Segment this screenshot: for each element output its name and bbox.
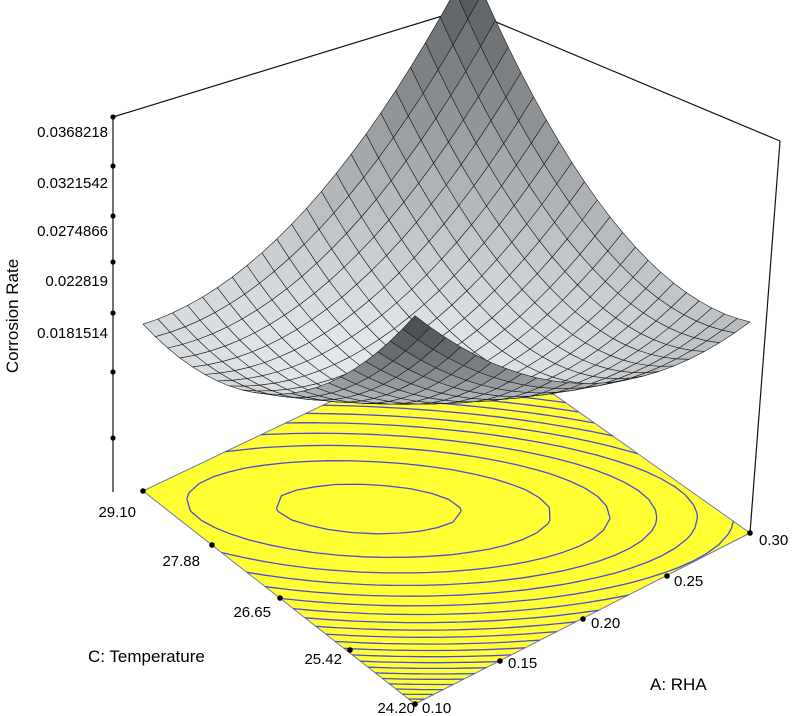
response-surface xyxy=(142,0,751,405)
rha-tick-dot xyxy=(664,573,670,579)
rha-tick-dot xyxy=(747,530,753,536)
surface-patch xyxy=(402,315,431,341)
contour-line xyxy=(402,336,475,696)
rha-axis-label: A: RHA xyxy=(650,675,707,694)
temperature-tick-label: 27.88 xyxy=(162,553,200,570)
rha-axis-ticks: 0.10 0.15 0.20 0.25 0.30 xyxy=(422,532,788,716)
z-tick-label: 0.0368218 xyxy=(37,124,108,141)
z-axis-ticks: 0.0181514 0.022819 0.0274866 0.0321542 0… xyxy=(37,124,108,342)
z-tick-label: 0.0321542 xyxy=(37,175,108,192)
temperature-tick-label: 26.65 xyxy=(233,604,271,621)
contour-line xyxy=(186,460,551,559)
temperature-tick-dot xyxy=(140,488,146,494)
z-tick-dot xyxy=(110,369,116,375)
temperature-tick-label: 29.10 xyxy=(98,504,136,521)
contour-line xyxy=(246,432,658,587)
z-tick-dot xyxy=(110,310,116,316)
z-tick-dot xyxy=(110,114,116,120)
z-tick-label: 0.0274866 xyxy=(37,223,108,240)
rha-tick-label: 0.30 xyxy=(759,532,788,549)
rha-tick-label: 0.20 xyxy=(591,615,620,632)
temperature-tick-label: 24.20 xyxy=(377,700,415,716)
rha-tick-dot xyxy=(497,658,503,664)
frame-edge xyxy=(112,8,466,118)
temperature-tick-dot xyxy=(347,647,353,653)
contour-line xyxy=(275,483,462,535)
contour-line xyxy=(264,422,699,597)
z-axis-label: Corrosion Rate xyxy=(3,259,22,373)
rha-tick-dot xyxy=(412,701,418,707)
rha-tick-dot xyxy=(580,616,586,622)
temperature-tick-dot xyxy=(209,542,215,548)
rha-tick-label: 0.25 xyxy=(674,573,703,590)
frame-edge xyxy=(464,8,781,142)
rha-tick-label: 0.10 xyxy=(422,700,451,716)
temperature-tick-label: 25.42 xyxy=(304,651,342,668)
z-tick-label: 0.0181514 xyxy=(37,325,108,342)
z-tick-dot xyxy=(110,259,116,265)
contour-line xyxy=(280,412,734,607)
contour-line xyxy=(221,444,611,574)
temperature-axis-ticks: 24.20 25.42 26.65 27.88 29.10 xyxy=(98,504,415,716)
temperature-tick-dot xyxy=(277,595,283,601)
z-tick-dot xyxy=(110,213,116,219)
z-tick-label: 0.022819 xyxy=(45,273,108,290)
frame-edge xyxy=(749,140,781,534)
temperature-axis-label: C: Temperature xyxy=(88,647,205,666)
z-tick-dot xyxy=(110,435,116,441)
contour-line xyxy=(395,340,482,691)
contour-line xyxy=(293,404,629,616)
rha-tick-label: 0.15 xyxy=(508,655,537,672)
z-tick-dot xyxy=(110,163,116,169)
